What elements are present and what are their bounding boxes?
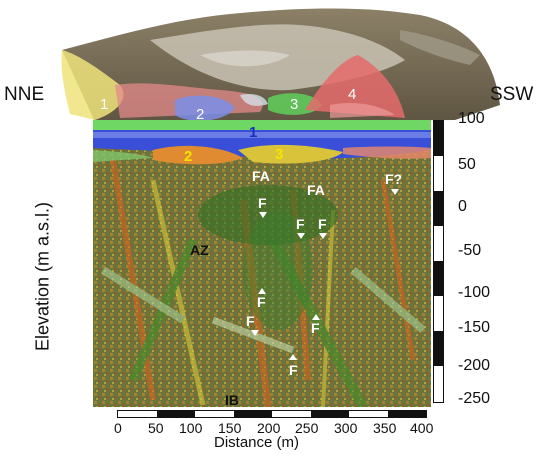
y-tick-50: 50 [458, 156, 476, 173]
ib-label: IB [225, 392, 239, 408]
arrow-up-icon [312, 314, 320, 320]
arrow-up-icon [258, 288, 266, 294]
x-tick-400: 400 [410, 420, 434, 436]
x-tick-150: 150 [218, 420, 242, 436]
fault-label-d: F [257, 294, 266, 310]
y-tick-minus-150: -150 [458, 319, 491, 336]
y-tick-minus-250: -250 [458, 390, 491, 407]
fault-label-g: F [289, 362, 298, 378]
x-tick-100: 100 [179, 420, 203, 436]
geophysical-cross-section [93, 120, 431, 407]
zone-1-blue-label: 1 [249, 124, 258, 141]
y-tick-minus-50: -50 [458, 242, 482, 259]
x-tick-0: 0 [114, 420, 122, 436]
zone-2-orange-label: 2 [184, 148, 193, 165]
direction-right-label: SSW [490, 84, 534, 105]
y-tick-100: 100 [458, 110, 485, 127]
distance-scale-bar [117, 410, 427, 418]
y-tick-minus-100: -100 [458, 284, 491, 301]
arrow-down-icon [297, 233, 305, 239]
zone-1-yellow-top [61, 50, 124, 120]
x-tick-350: 350 [373, 420, 397, 436]
zone-4-top-label: 4 [348, 86, 357, 103]
zone-4-red-top [305, 55, 405, 118]
x-tick-50: 50 [148, 420, 164, 436]
y-tick-minus-200: -200 [458, 357, 491, 374]
y-axis-label: Elevation (m a.s.l.) [32, 201, 53, 352]
arrow-up-icon [289, 354, 297, 360]
arrow-down-icon [259, 212, 267, 218]
fault-label-f: F [311, 320, 320, 336]
yellow-layer [238, 144, 343, 164]
fa-label-1: FA [252, 168, 270, 184]
direction-left-label: NNE [4, 84, 45, 105]
x-tick-300: 300 [334, 420, 358, 436]
fault-label-b: F [296, 216, 305, 232]
orange-layer [153, 145, 243, 165]
y-tick-0: 0 [458, 198, 467, 215]
arrow-down-icon [391, 189, 399, 195]
fa-label-2: FA [307, 182, 325, 198]
az-label: AZ [190, 242, 209, 258]
zone-3-top-label: 3 [290, 96, 299, 113]
arrow-down-icon [319, 233, 327, 239]
fault-uncertain-label: F? [385, 171, 403, 187]
zone-2-top-label: 2 [196, 106, 205, 123]
elevation-scale-bar [433, 120, 444, 403]
arrow-down-icon [251, 330, 259, 336]
x-axis-label: Distance (m) [214, 434, 300, 451]
zone-1-top-label: 1 [100, 96, 109, 113]
fault-label-a: F [258, 195, 267, 211]
fault-label-e: F [246, 313, 255, 329]
x-tick-250: 250 [295, 420, 319, 436]
zone-2-blue-top [175, 95, 235, 121]
fault-label-c: F [318, 216, 327, 232]
x-tick-200: 200 [257, 420, 281, 436]
zone-3-yellow-label: 3 [275, 146, 284, 163]
